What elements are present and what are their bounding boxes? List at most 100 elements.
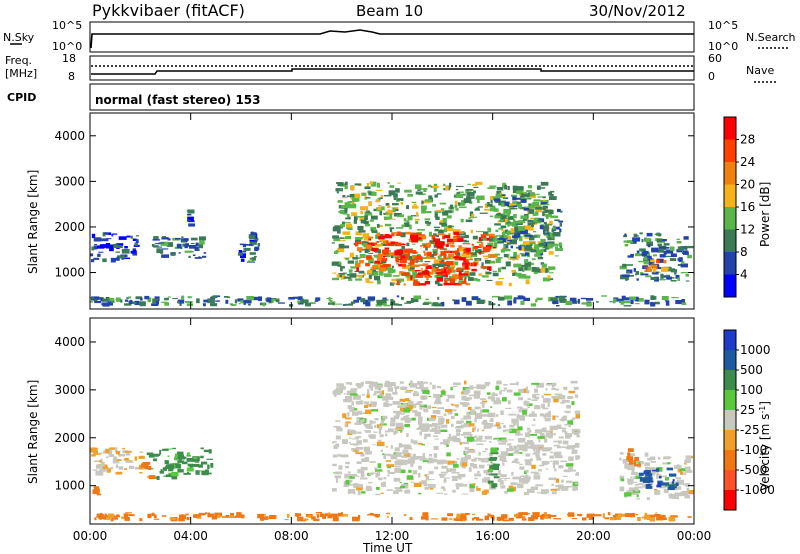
- scatter-cell: [494, 242, 498, 248]
- scatter-cell: [410, 463, 414, 467]
- scatter-cell: [518, 264, 526, 268]
- cpid-label: CPID: [7, 91, 36, 104]
- scatter-cell: [542, 449, 547, 452]
- scatter-cell: [651, 261, 655, 264]
- scatter-cell: [524, 237, 530, 239]
- scatter-cell: [412, 205, 419, 209]
- scatter-cell: [364, 224, 371, 227]
- scatter-cell: [417, 443, 423, 445]
- scatter-cell: [517, 413, 520, 418]
- scatter-cell: [413, 281, 420, 286]
- scatter-cell: [352, 193, 361, 198]
- scatter-cell: [644, 466, 649, 471]
- scatter-cell: [507, 443, 512, 446]
- scatter-cell: [616, 298, 624, 301]
- scatter-cell: [164, 302, 169, 306]
- scatter-cell: [262, 302, 265, 307]
- scatter-cell: [424, 211, 432, 214]
- scatter-cell: [434, 466, 439, 470]
- scatter-cell: [174, 453, 178, 459]
- scatter-cell: [401, 246, 405, 251]
- scatter-cell: [408, 274, 411, 278]
- scatter-cell: [454, 413, 459, 416]
- scatter-cell: [648, 261, 653, 266]
- scatter-cell: [230, 304, 237, 306]
- scatter-cell: [128, 514, 135, 517]
- power-colorbar-swatch: [724, 117, 736, 140]
- scatter-cell: [206, 458, 213, 460]
- scatter-cell: [362, 233, 370, 238]
- scatter-cell: [404, 489, 411, 494]
- scatter-cell: [203, 299, 209, 303]
- scatter-cell: [434, 194, 438, 198]
- scatter-cell: [511, 269, 516, 273]
- scatter-cell: [588, 516, 594, 520]
- scatter-cell: [396, 295, 400, 298]
- scatter-cell: [510, 239, 517, 244]
- scatter-cell: [350, 393, 358, 396]
- scatter-cell: [102, 232, 106, 237]
- scatter-cell: [403, 283, 406, 286]
- scatter-cell: [103, 516, 111, 520]
- nave-label: Nave: [746, 64, 774, 77]
- scatter-cell: [644, 252, 650, 258]
- scatter-cell: [226, 515, 234, 518]
- scatter-cell: [493, 437, 500, 440]
- scatter-cell: [332, 392, 337, 395]
- scatter-cell: [501, 451, 509, 456]
- scatter-cell: [367, 269, 373, 274]
- scatter-cell: [368, 201, 372, 207]
- scatter-cell: [195, 242, 199, 247]
- scatter-cell: [521, 246, 525, 250]
- scatter-cell: [456, 300, 459, 304]
- scatter-cell: [487, 412, 496, 418]
- scatter-cell: [155, 300, 159, 305]
- scatter-cell: [413, 279, 417, 282]
- scatter-cell: [562, 446, 570, 448]
- scatter-cell: [478, 458, 486, 461]
- scatter-cell: [493, 424, 496, 427]
- scatter-cell: [194, 257, 202, 259]
- scatter-cell: [271, 298, 277, 300]
- scatter-cell: [665, 300, 670, 306]
- data-region: [90, 295, 687, 307]
- scatter-cell: [380, 492, 384, 494]
- y-tick-label: 2000: [54, 431, 85, 445]
- scatter-cell: [461, 395, 467, 401]
- scatter-cell: [135, 296, 143, 300]
- scatter-cell: [480, 398, 487, 401]
- scatter-cell: [132, 238, 137, 241]
- scatter-cell: [471, 214, 475, 219]
- scatter-cell: [356, 487, 363, 491]
- scatter-cell: [184, 250, 193, 253]
- scatter-cell: [506, 221, 511, 224]
- scatter-cell: [565, 447, 573, 449]
- scatter-cell: [444, 478, 446, 482]
- scatter-cell: [576, 434, 581, 438]
- scatter-cell: [427, 184, 432, 188]
- scatter-cell: [575, 473, 579, 476]
- scatter-cell: [370, 421, 376, 424]
- scatter-cell: [546, 209, 553, 213]
- scatter-cell: [486, 392, 491, 395]
- scatter-cell: [499, 474, 507, 477]
- scatter-cell: [542, 205, 547, 211]
- scatter-cell: [141, 463, 148, 466]
- scatter-cell: [542, 461, 550, 465]
- scatter-cell: [572, 302, 577, 304]
- scatter-cell: [539, 225, 544, 230]
- scatter-cell: [538, 242, 545, 246]
- scatter-cell: [402, 449, 409, 455]
- scatter-cell: [346, 213, 350, 218]
- scatter-cell: [411, 238, 419, 243]
- scatter-cell: [102, 464, 108, 469]
- scatter-cell: [565, 463, 574, 467]
- scatter-cell: [160, 241, 169, 246]
- scatter-cell: [358, 515, 361, 520]
- scatter-cell: [192, 463, 200, 467]
- scatter-cell: [358, 270, 365, 274]
- scatter-cell: [488, 234, 495, 238]
- scatter-cell: [499, 480, 504, 485]
- scatter-cell: [443, 183, 446, 187]
- scatter-cell: [383, 250, 389, 255]
